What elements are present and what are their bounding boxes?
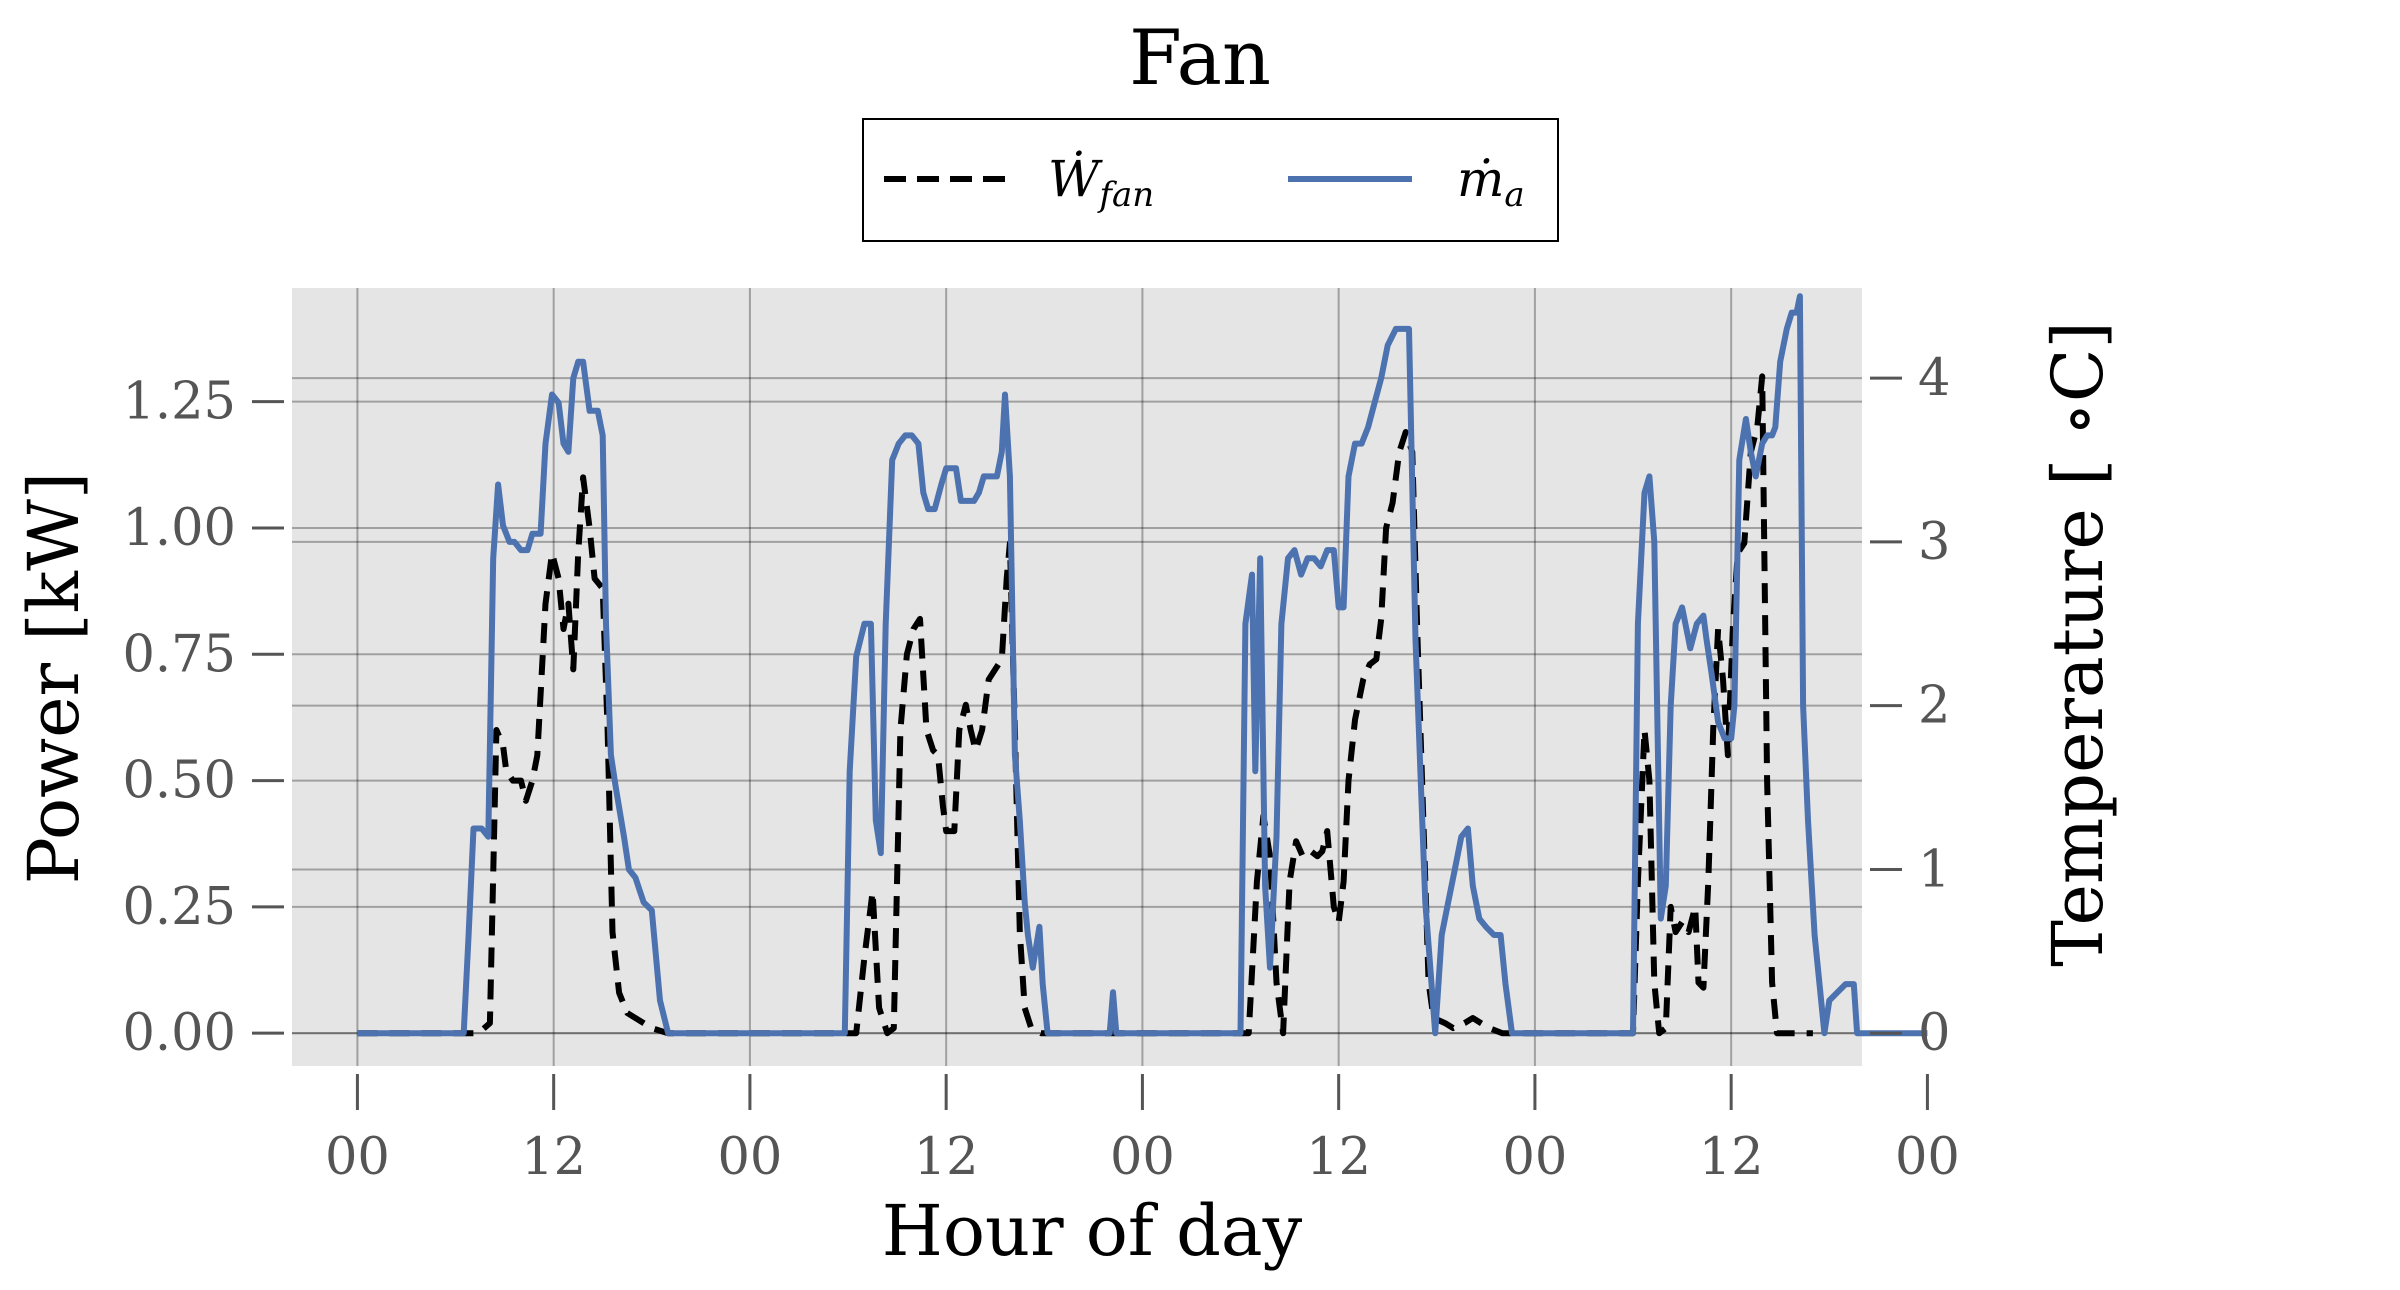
x-tick-label: 12 xyxy=(1306,1128,1371,1187)
series-layer xyxy=(357,293,1928,1037)
x-axis-label: Hour of day xyxy=(882,1190,1303,1272)
chart-title: Fan xyxy=(1129,13,1271,102)
legend-label-w-fan: Ẇfan xyxy=(1048,149,1154,215)
y-tick-label: 0.50 xyxy=(122,752,236,811)
y-tick-label: 1.25 xyxy=(122,373,236,432)
x-tick-label: 00 xyxy=(717,1128,782,1187)
y-axis-ticks: 0.00 0.25 0.50 0.75 1.00 1.25 xyxy=(122,373,284,1063)
x-tick-label: 12 xyxy=(914,1128,979,1187)
y-tick-label: 1.00 xyxy=(122,499,236,558)
y-tick-label: 0.25 xyxy=(122,878,236,937)
plot-background xyxy=(292,288,1862,1066)
x-tick-label: 00 xyxy=(1502,1128,1567,1187)
y2-tick-label: 0 xyxy=(1918,1004,1950,1063)
y2-axis-ticks: 0 1 2 3 4 xyxy=(1870,349,1950,1063)
y2-tick-label: 4 xyxy=(1918,349,1950,408)
legend: Ẇfan ṁa xyxy=(862,118,1559,242)
y-tick-label: 0.75 xyxy=(122,625,236,684)
x-tick-label: 00 xyxy=(1895,1128,1960,1187)
x-axis-ticks: 00 12 00 12 00 12 00 12 00 xyxy=(325,1074,1960,1187)
x-tick-label: 12 xyxy=(521,1128,586,1187)
grid xyxy=(292,288,1862,1066)
x-tick-label: 00 xyxy=(1110,1128,1175,1187)
y-tick-label: 0.00 xyxy=(122,1004,236,1063)
y2-tick-label: 1 xyxy=(1918,840,1950,899)
x-tick-label: 12 xyxy=(1699,1128,1764,1187)
y2-tick-label: 3 xyxy=(1918,513,1950,572)
y2-tick-label: 2 xyxy=(1918,677,1950,736)
legend-label-m-a: ṁa xyxy=(1457,150,1525,215)
y2-axis-label: Temperature [ ∘C] xyxy=(2037,321,2119,967)
legend-box xyxy=(862,118,1559,242)
series-line-m-a xyxy=(357,293,1928,1037)
x-tick-label: 00 xyxy=(325,1128,390,1187)
y-axis-label: Power [kW] xyxy=(13,472,95,884)
